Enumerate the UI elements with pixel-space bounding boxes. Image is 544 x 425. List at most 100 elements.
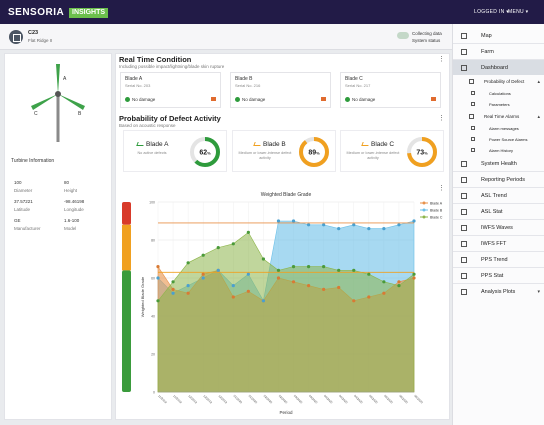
data-point bbox=[382, 280, 386, 284]
x-tick-label: 02/2020 bbox=[278, 394, 289, 405]
blade-status-card[interactable]: Blade C Serial No. 217 No damage bbox=[340, 72, 441, 108]
data-point bbox=[412, 219, 416, 223]
blade-name: Blade C bbox=[345, 76, 363, 82]
probability-gauge: 73% bbox=[407, 137, 437, 167]
sidebar-item-parameters[interactable]: Parameters bbox=[453, 99, 544, 110]
sidebar-item-real-time-alarms[interactable]: Real Time Alarms ▴ bbox=[453, 110, 544, 123]
sidebar-item-label: PPS Trend bbox=[481, 256, 508, 263]
blade-a-marker: A bbox=[63, 76, 67, 82]
more-options-icon[interactable]: ⋮ bbox=[438, 115, 445, 122]
sidebar-item-pps-stat[interactable]: PPS Stat bbox=[453, 268, 544, 283]
gauge-fill bbox=[407, 137, 437, 167]
blade-b-marker: B bbox=[78, 111, 82, 117]
sidebar-item-dashboard[interactable]: Dashboard bbox=[453, 60, 544, 75]
sidebar-item-asl-trend[interactable]: ASL Trend bbox=[453, 188, 544, 203]
divider bbox=[453, 235, 544, 236]
chevron-up-icon[interactable]: ▴ bbox=[537, 78, 540, 85]
data-point bbox=[246, 230, 250, 234]
data-point bbox=[382, 227, 386, 231]
sidebar-item-label: ASL Stat bbox=[481, 208, 503, 215]
blade-status-card[interactable]: Blade A Serial No. 203 No damage bbox=[120, 72, 221, 108]
sidebar-item-calculations[interactable]: Calculations bbox=[453, 88, 544, 99]
sidebar-item-pps-trend[interactable]: PPS Trend bbox=[453, 252, 544, 267]
status-ok-icon bbox=[235, 97, 240, 102]
flag-icon bbox=[321, 97, 326, 101]
data-point bbox=[231, 284, 235, 288]
parameters-icon bbox=[471, 101, 475, 106]
sidebar-item-label: System Health bbox=[481, 160, 517, 167]
probability-percent: 89% bbox=[308, 150, 320, 157]
probability-blade-name: Blade A bbox=[146, 141, 169, 148]
x-tick-label: 12/2019 bbox=[218, 394, 229, 405]
blade-status-card[interactable]: Blade B Serial No. 216 No damage bbox=[230, 72, 331, 108]
sidebar-item-label: IWFS Waves bbox=[481, 224, 513, 231]
sidebar-item-map[interactable]: Map bbox=[453, 28, 544, 43]
sidebar-item-system-health[interactable]: System Health bbox=[453, 156, 544, 171]
calendar-icon bbox=[461, 176, 467, 183]
blade-damage-status: No damage bbox=[242, 97, 266, 102]
sidebar-item-reporting-periods[interactable]: Reporting Periods bbox=[453, 172, 544, 187]
sidebar-item-label: Power Source Alarms bbox=[489, 136, 528, 142]
site-id: C23 bbox=[28, 30, 39, 36]
y-tick-label: 40 bbox=[151, 315, 155, 319]
x-tick-label: 04/2020 bbox=[353, 394, 364, 405]
user-menu-button[interactable]: LOGGED IN ▾ bbox=[474, 9, 509, 15]
legend-marker bbox=[422, 215, 426, 219]
data-point bbox=[306, 284, 311, 288]
probability-card[interactable]: Blade A No active defects 62% bbox=[123, 130, 227, 172]
x-tick-label: 11/2019 bbox=[157, 394, 168, 405]
plots-icon bbox=[461, 288, 467, 295]
chevron-up-icon[interactable]: ▴ bbox=[537, 113, 540, 120]
x-tick-label: 04/2020 bbox=[338, 394, 349, 405]
sidebar-item-alarm-history[interactable]: Alarm History bbox=[453, 145, 544, 156]
sidebar-item-alarm-messages[interactable]: Alarm messages bbox=[453, 123, 544, 134]
probability-card[interactable]: Blade C Medium or lower-intense defect ac… bbox=[340, 130, 444, 172]
alarm-icon bbox=[469, 113, 474, 119]
probability-blade-name: Blade C bbox=[371, 141, 395, 148]
data-point bbox=[306, 223, 311, 227]
realtime-subtitle: Including possible impact/lightning/blad… bbox=[119, 64, 225, 69]
turbine-panel: A B C Turbine Information bbox=[4, 53, 112, 420]
logo-badge: INSIGHTS bbox=[69, 8, 109, 18]
cloud-icon bbox=[397, 32, 409, 39]
more-options-icon[interactable]: ⋮ bbox=[438, 185, 445, 192]
data-point bbox=[397, 284, 401, 288]
sidebar-item-label: Dashboard bbox=[481, 64, 508, 71]
power-icon bbox=[471, 136, 475, 141]
x-tick-label: 03/2020 bbox=[308, 394, 319, 405]
sidebar-item-farm[interactable]: Farm bbox=[453, 44, 544, 59]
sidebar-item-power-source-alarms[interactable]: Power Source Alarms bbox=[453, 134, 544, 145]
sidebar-item-iwfs-waves[interactable]: IWFS Waves bbox=[453, 220, 544, 235]
data-point bbox=[186, 291, 190, 295]
logo: SENSORIA bbox=[8, 7, 65, 18]
chevron-down-icon[interactable]: ▾ bbox=[537, 288, 540, 295]
sidebar-item-probability-of-defect[interactable]: Probability of Defect ▴ bbox=[453, 75, 544, 88]
data-point bbox=[156, 276, 160, 280]
probability-percent: 62% bbox=[199, 150, 211, 157]
data-point bbox=[412, 276, 416, 280]
probability-card[interactable]: Blade B Medium or lower-intense defect ac… bbox=[232, 130, 336, 172]
sidebar-item-label: IWFS FFT bbox=[481, 240, 507, 247]
sidebar-item-iwfs-fft[interactable]: IWFS FFT bbox=[453, 236, 544, 251]
turbine-field-label: Diameter bbox=[14, 188, 33, 193]
sidebar-item-label: Alarm History bbox=[489, 147, 514, 153]
status-ok-icon bbox=[345, 97, 350, 102]
trend-icon bbox=[461, 192, 467, 199]
data-point bbox=[246, 289, 250, 293]
main-menu-button[interactable]: MENU ▾ bbox=[508, 9, 529, 15]
status-ok-icon bbox=[125, 97, 130, 102]
scale-red bbox=[122, 202, 131, 225]
data-point bbox=[412, 272, 416, 276]
more-options-icon[interactable]: ⋮ bbox=[438, 56, 445, 63]
turbine-field-value: GE bbox=[14, 218, 21, 223]
data-point bbox=[367, 227, 371, 231]
weighted-blade-grade-chart: Weighted Blade Grade 100 80 60 40 20 0 Weighted… bbox=[122, 192, 443, 415]
data-point bbox=[397, 280, 401, 284]
calculations-icon bbox=[471, 90, 475, 95]
sidebar-item-analysis-plots[interactable]: Analysis Plots ▾ bbox=[453, 284, 544, 299]
probability-description: No active defects bbox=[137, 151, 167, 155]
turbine-info-title: Turbine Information bbox=[11, 158, 55, 164]
y-tick-label: 20 bbox=[151, 353, 155, 357]
x-tick-label: 11/2019 bbox=[172, 394, 183, 405]
sidebar-item-asl-stat[interactable]: ASL Stat bbox=[453, 204, 544, 219]
